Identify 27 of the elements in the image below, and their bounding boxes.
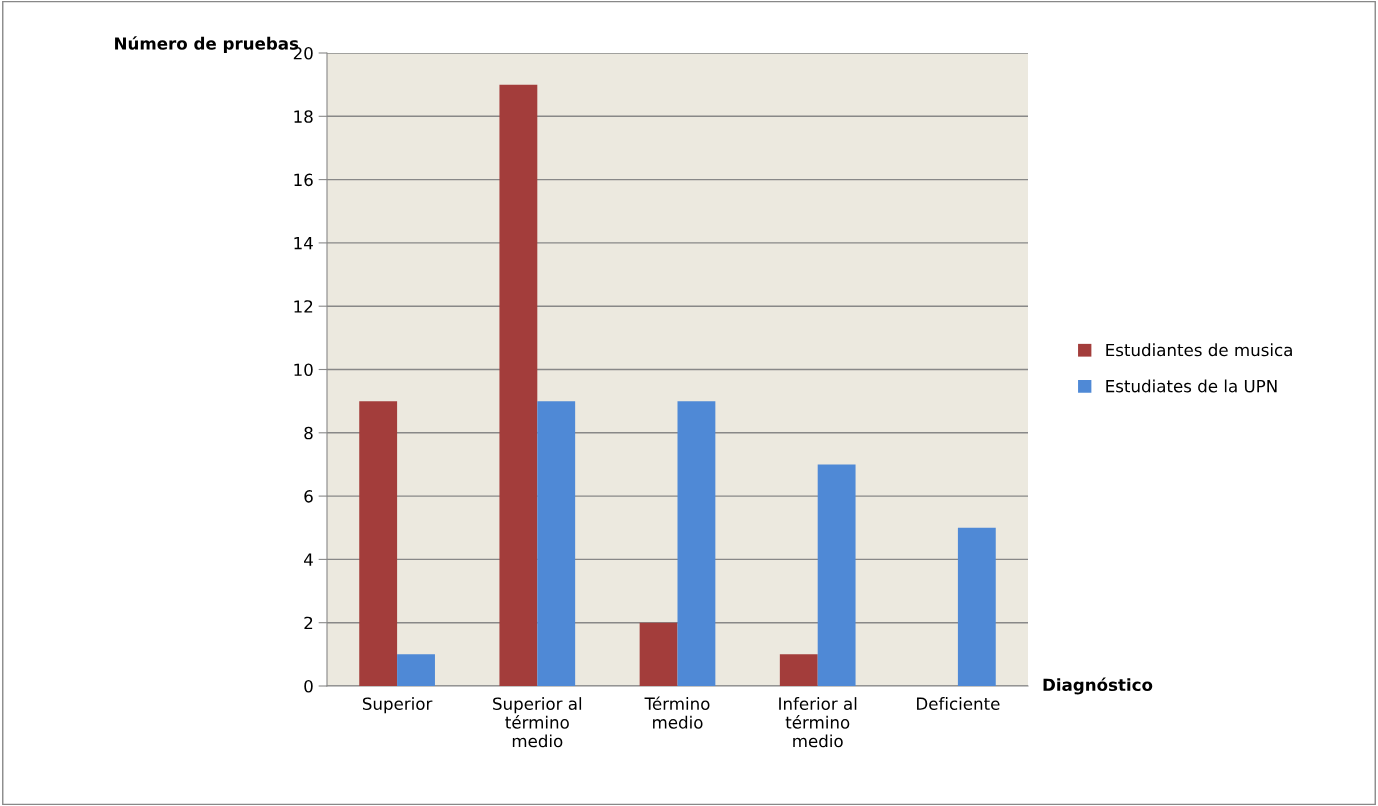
y-tick-label: 6	[304, 490, 313, 503]
bar	[359, 401, 398, 686]
bar	[537, 401, 576, 686]
x-tick-label: Superior	[362, 697, 433, 714]
x-tick-label: Superior al término medio	[493, 697, 582, 748]
y-tick-label: 12	[294, 300, 313, 313]
legend-label: Estudiates de la UPN	[1106, 379, 1277, 393]
bar	[779, 654, 818, 686]
y-tick-label: 4	[304, 553, 313, 566]
x-tick-label: Deficiente	[917, 697, 1000, 711]
y-tick-label: 16	[294, 173, 313, 187]
bar	[957, 527, 996, 686]
bar	[397, 654, 435, 686]
x-tick-label: Inferior al término medio	[779, 697, 857, 748]
legend-label: Estudiantes de musica	[1106, 343, 1292, 357]
y-tick-label: 0	[304, 679, 313, 693]
x-axis-title: Diagnóstico	[1043, 677, 1153, 695]
y-tick-label: 14	[294, 237, 313, 250]
y-tick-label: 2	[304, 616, 313, 630]
bar	[677, 401, 716, 686]
bar	[817, 464, 856, 686]
y-tick-label: 10	[294, 363, 313, 377]
x-tick-label: Término medio	[644, 696, 710, 729]
y-tick-label: 8	[304, 426, 313, 440]
bar	[499, 84, 538, 686]
y-tick-label: 18	[294, 110, 313, 123]
bar	[639, 622, 678, 686]
